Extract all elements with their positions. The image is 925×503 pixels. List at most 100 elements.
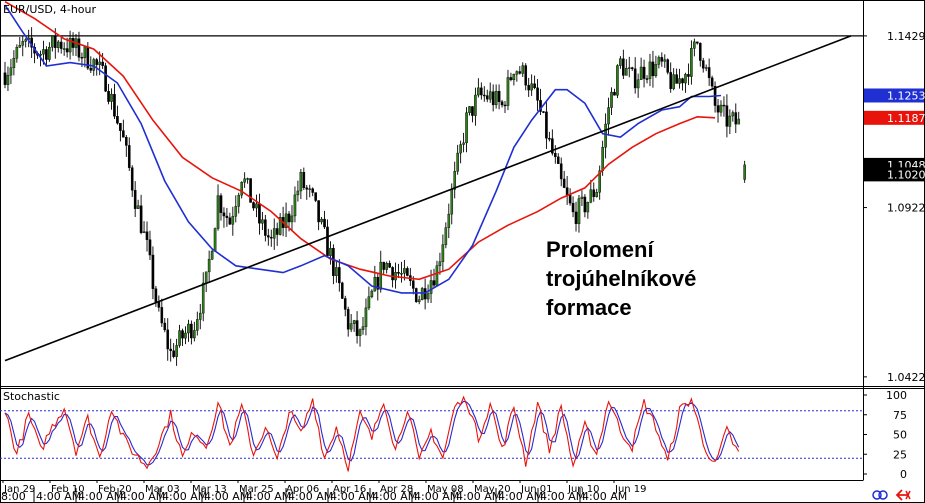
candle-body [438, 261, 442, 266]
candle-body [539, 100, 542, 112]
stochastic-main-line[interactable] [4, 395, 740, 472]
time-label: 4:00 AM [414, 490, 459, 503]
time-label: 4:00 AM [288, 490, 333, 503]
candle-body [284, 213, 288, 228]
candle-body [361, 326, 365, 330]
candle-body [56, 41, 60, 48]
candle-body [568, 194, 572, 204]
fast-moving-average-line[interactable] [4, 4, 722, 294]
candle-body [243, 178, 246, 183]
candle-body [193, 330, 196, 339]
candle-body [630, 67, 634, 70]
candle-body [272, 228, 276, 239]
price-label-box [864, 167, 924, 182]
candle-body [400, 273, 403, 275]
price-panel[interactable] [0, 1, 863, 366]
candle-body [261, 219, 264, 224]
candle-body [684, 74, 687, 84]
candle-body [480, 87, 483, 96]
candle-body [145, 231, 149, 240]
candle-body [657, 57, 661, 65]
slow-moving-average-line[interactable] [4, 1, 716, 281]
candle-body [737, 118, 741, 125]
candle-body [343, 298, 347, 310]
candle-body [500, 101, 504, 106]
candle-body [559, 163, 563, 180]
candle-body [589, 189, 593, 203]
time-label: 4:00 AM [204, 490, 249, 503]
candle-body [373, 276, 377, 292]
candle-body [595, 192, 599, 197]
candle-body [290, 215, 294, 223]
candle-body [616, 65, 619, 96]
candle-body [136, 205, 140, 209]
candle-body [586, 202, 590, 213]
date-label: Apr 16 [333, 484, 366, 495]
candle-body [690, 48, 693, 77]
candle-body [675, 74, 678, 84]
candle-body [275, 228, 279, 235]
candle-body [450, 189, 454, 215]
candle-body [734, 112, 738, 125]
link-icon-ring-left [872, 490, 882, 500]
candle-body [497, 90, 501, 102]
candle-body [358, 329, 362, 336]
candle-body [580, 196, 584, 199]
candle-body [701, 60, 705, 69]
candle-body [219, 195, 223, 213]
link-icon[interactable] [872, 490, 888, 500]
candle-body [488, 91, 492, 100]
candle-body [210, 251, 214, 260]
candle-body [323, 218, 326, 228]
candle-body [48, 46, 51, 60]
candle-body [696, 41, 699, 44]
gap-candle-body [743, 164, 746, 180]
stochastic-signal-line[interactable] [4, 400, 740, 466]
candle-body [190, 323, 193, 339]
candle-body [175, 345, 178, 357]
candle-body [663, 59, 667, 62]
stochastic-tick-label: 25 [893, 448, 907, 461]
candle-body [574, 211, 578, 224]
candles [3, 27, 746, 366]
close-arrow-icon[interactable] [895, 489, 911, 501]
candle-body [604, 123, 607, 148]
candle-body [101, 61, 104, 66]
price-label-highlight: 1.1187 [887, 112, 925, 125]
candle-body [728, 115, 732, 127]
candle-body [506, 77, 510, 106]
candle-body [302, 172, 306, 188]
candle-body [172, 350, 175, 357]
candle-body [403, 268, 406, 274]
candle-body [548, 138, 551, 140]
candle-body [533, 83, 536, 89]
candle-body [122, 130, 125, 138]
price-label-box [864, 88, 924, 103]
ascending-trendline[interactable] [4, 35, 852, 362]
candle-body [645, 78, 649, 80]
candle-body [462, 142, 465, 145]
candle-body [107, 90, 110, 102]
candle-body [536, 87, 539, 101]
candle-body [435, 265, 439, 286]
candle-body [92, 59, 96, 71]
date-label: Mar 13 [192, 484, 227, 495]
stochastic-tick-label: 100 [886, 389, 907, 402]
candle-body [240, 181, 243, 196]
candle-body [693, 41, 696, 49]
candle-body [160, 307, 164, 324]
candle-body [340, 282, 344, 299]
time-label: 4:00 AM [540, 490, 585, 503]
candle-body [545, 111, 548, 139]
date-label: Jan 29 [3, 484, 35, 495]
candle-body [201, 282, 205, 314]
stochastic-panel[interactable]: Stochastic [0, 390, 863, 472]
candle-body [669, 72, 672, 89]
candle-body [308, 188, 312, 190]
symbol-title: EUR/USD, 4-hour [3, 3, 96, 16]
candle-body [332, 248, 335, 276]
date-label: May 08 [427, 484, 464, 495]
link-icon-ring-right [878, 490, 888, 500]
